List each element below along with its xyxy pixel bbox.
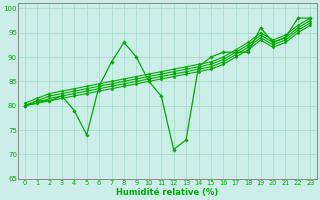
X-axis label: Humidité relative (%): Humidité relative (%)	[116, 188, 219, 197]
